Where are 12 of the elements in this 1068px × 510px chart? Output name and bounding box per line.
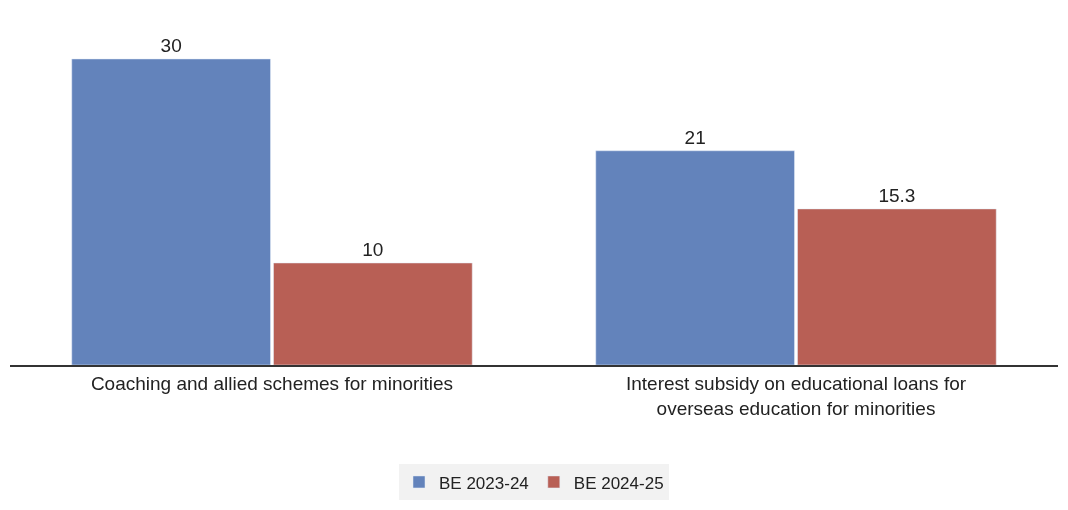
data-label: 21 xyxy=(684,126,706,148)
legend-label: BE 2024-25 xyxy=(573,473,664,493)
data-label: 15.3 xyxy=(878,184,916,206)
bar xyxy=(71,58,271,365)
legend-label: BE 2023-24 xyxy=(439,473,529,493)
x-tick-label: Coaching and allied schemes for minorities xyxy=(90,372,454,394)
data-label: 10 xyxy=(362,238,384,260)
bar xyxy=(595,150,795,365)
x-tick-label: Interest subsidy on educational loans for overseas education for minorities xyxy=(625,372,967,419)
bar xyxy=(797,208,997,365)
data-label: 30 xyxy=(160,34,182,56)
bar xyxy=(273,262,473,365)
